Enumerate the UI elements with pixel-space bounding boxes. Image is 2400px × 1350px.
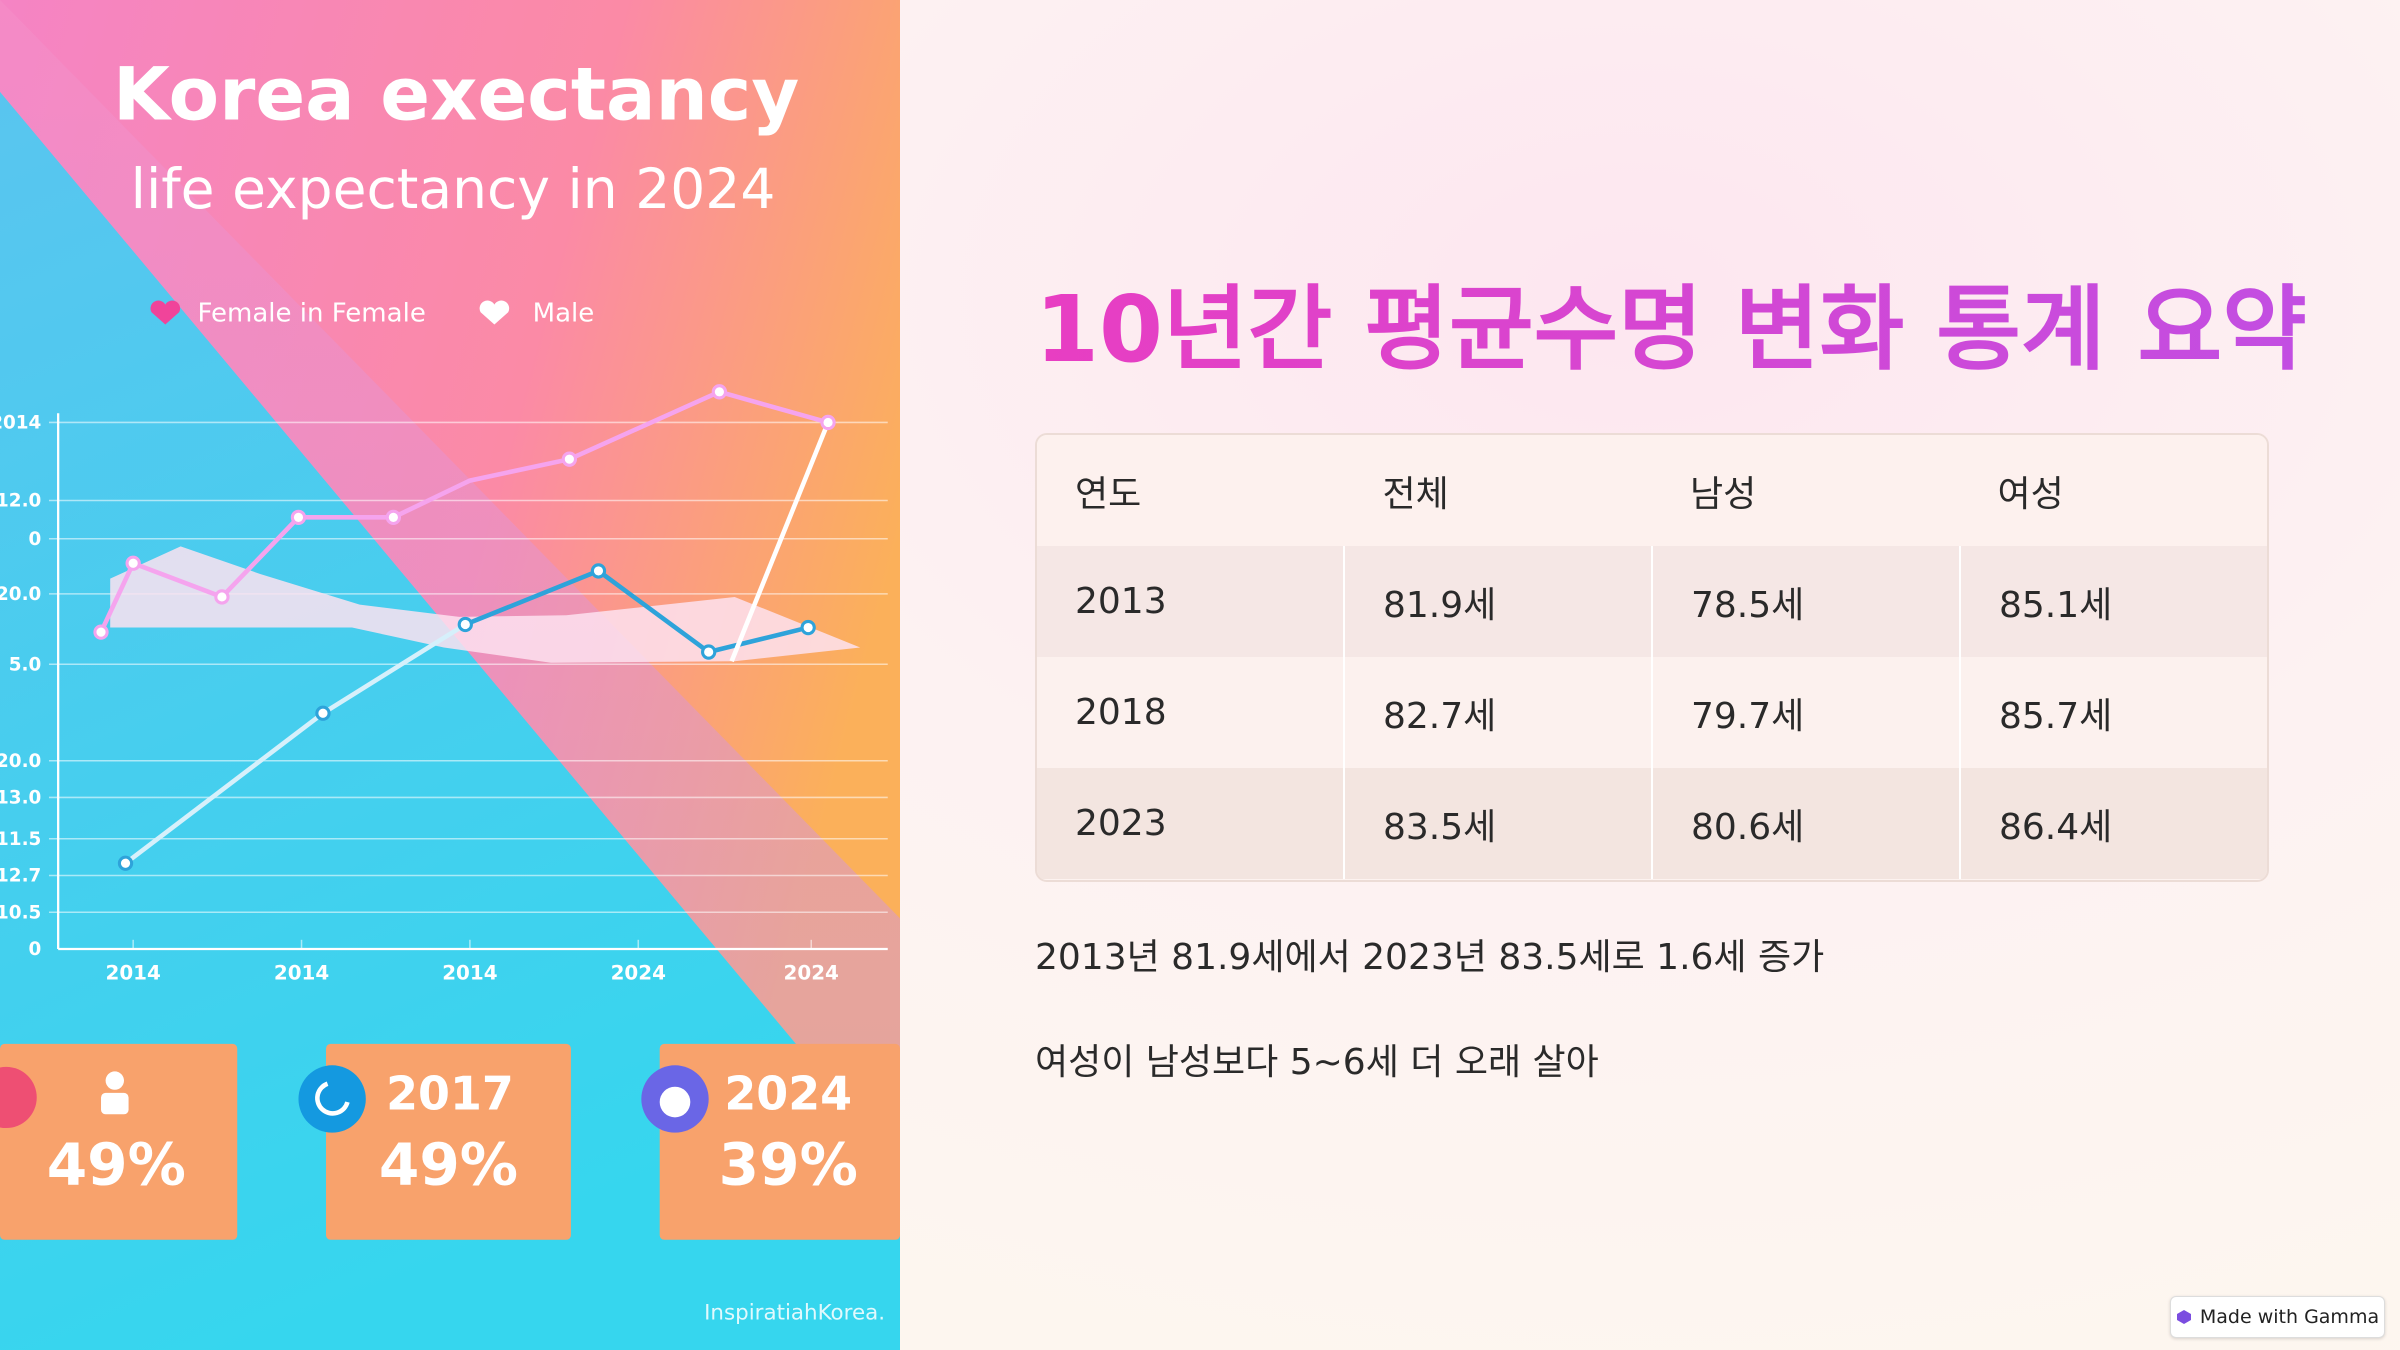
- y-label: 11.5: [0, 829, 41, 850]
- blue-area: [0, 91, 900, 1350]
- card-year: 2017: [386, 1067, 514, 1121]
- legend-label: Male: [533, 298, 595, 328]
- y-label: 2014: [0, 413, 41, 434]
- image-subtitle: life expectancy in 2024: [131, 157, 776, 221]
- icon: [298, 1065, 366, 1133]
- x-label: 2014: [442, 962, 497, 985]
- y-label: 13.0: [0, 788, 41, 809]
- legend-icon: [479, 300, 510, 325]
- y-label: 12.7: [0, 866, 41, 887]
- gamma-badge[interactable]: Made with Gamma: [2170, 1296, 2385, 1338]
- stat-card: [326, 1043, 571, 1240]
- table-cell: 82.7세: [1343, 657, 1651, 768]
- y-label: 20.0: [0, 751, 41, 772]
- header-cell: 남성: [1690, 473, 1757, 515]
- card-value: 39%: [719, 1131, 858, 1199]
- table-cell: 85.7세: [1959, 657, 2267, 768]
- x-label: 2024: [611, 962, 666, 985]
- y-label: 0: [29, 939, 42, 960]
- legend-label: Female in Female: [197, 298, 425, 328]
- table-cell: 83.5세: [1343, 768, 1651, 879]
- table-cell: 79.7세: [1651, 657, 1959, 768]
- icon: [105, 1071, 124, 1090]
- card-value: 49%: [47, 1131, 186, 1199]
- x-label: 2014: [105, 962, 160, 985]
- x-label: 2024: [784, 962, 839, 985]
- table-cell: 86.4세: [1959, 768, 2267, 879]
- stat-card: [659, 1043, 900, 1240]
- header-cell: 연도: [1075, 473, 1142, 515]
- table-cell: 85.1세: [1959, 546, 2267, 657]
- table-row: 2013 81.9세 78.5세 85.1세: [1037, 546, 2267, 657]
- white-line: [729, 421, 831, 663]
- table-row: 2018 82.7세 79.7세 85.7세: [1037, 657, 2267, 768]
- icon: [101, 1092, 129, 1115]
- table-cell: 2018: [1075, 692, 1167, 733]
- table-cell: 81.9세: [1343, 546, 1651, 657]
- y-label: 5.0: [9, 654, 42, 675]
- table-header: 연도 전체 남성 여성: [1037, 435, 2267, 546]
- x-label: 2014: [274, 962, 329, 985]
- band: [110, 546, 861, 663]
- bullet: 2013년 81.9세에서 2023년 83.5세로 1.6세 증가: [1035, 937, 1825, 978]
- bullet: 여성이 남성보다 5~6세 더 오래 살아: [1035, 1042, 1599, 1083]
- y-label: 12.0: [0, 491, 41, 512]
- table-cell: 2023: [1075, 803, 1167, 844]
- header-cell: 전체: [1382, 473, 1449, 515]
- icon: [0, 1066, 37, 1129]
- y-label: 0: [29, 529, 42, 550]
- image-title: Korea exectancy: [113, 52, 799, 137]
- icon: [659, 1086, 691, 1118]
- slide-title: 10년간 평균수명 변화 통계 요약: [1035, 255, 2307, 388]
- card-value: 49%: [379, 1131, 518, 1199]
- stat-card: [0, 1043, 238, 1240]
- table: 연도 전체 남성 여성 2013 81.9세 78.5세 85.1세 2018 82.7세 79.7…: [1035, 433, 2269, 882]
- blue-line: [464, 568, 809, 655]
- table-cell: 2013: [1075, 581, 1167, 622]
- header-cell: 여성: [1997, 473, 2064, 515]
- badge-label: Made with Gamma: [2199, 1306, 2380, 1328]
- icon: [315, 1081, 350, 1116]
- badge-icon: [2176, 1310, 2191, 1324]
- illustration: Korea exectancy life expectancy in 2024 …: [0, 0, 900, 1350]
- y-label: 20.0: [0, 584, 41, 605]
- table-cell: 80.6세: [1651, 768, 1959, 879]
- credit: InspiratiahKorea.: [704, 1300, 885, 1325]
- table-cell: 78.5세: [1651, 546, 1959, 657]
- table-row: 2023 83.5세 80.6세 86.4세: [1037, 768, 2267, 879]
- legend-icon: [150, 300, 181, 325]
- y-label: 10.5: [0, 902, 41, 923]
- card-year: 2024: [724, 1067, 852, 1121]
